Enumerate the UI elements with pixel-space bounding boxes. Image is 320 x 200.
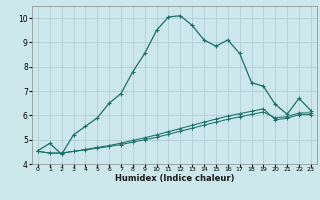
X-axis label: Humidex (Indice chaleur): Humidex (Indice chaleur)	[115, 174, 234, 183]
